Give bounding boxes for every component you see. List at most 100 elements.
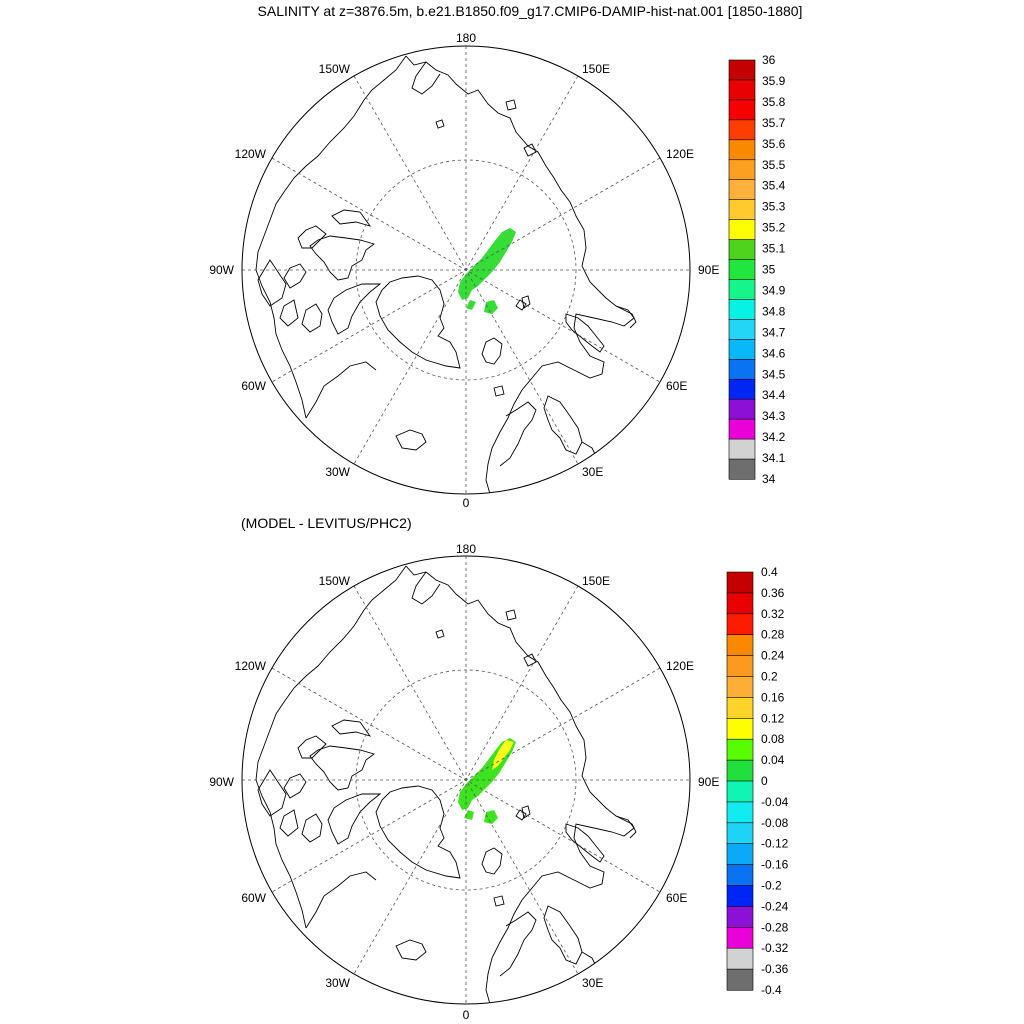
colorbar-label: 0.36 xyxy=(761,586,785,600)
lon-label: 150W xyxy=(319,62,351,76)
colorbar-label: -0.36 xyxy=(761,962,789,976)
colorbar-swatch xyxy=(726,822,754,845)
colorbar-swatch xyxy=(728,159,756,181)
colorbar-label: 34.2 xyxy=(762,430,786,444)
colorbar-label: 0.4 xyxy=(761,565,778,579)
colorbar-swatch xyxy=(728,199,756,221)
lon-label: 60W xyxy=(241,891,266,905)
colorbar-swatch xyxy=(726,885,754,908)
lon-label: 90W xyxy=(209,263,234,277)
colorbar-label: -0.24 xyxy=(761,899,789,913)
colorbar-label: -0.4 xyxy=(761,983,782,997)
lon-label: 0 xyxy=(463,1008,470,1022)
colorbar-label: 0.04 xyxy=(761,753,785,767)
lon-label: 150W xyxy=(319,574,351,588)
colorbar-label: 35.6 xyxy=(762,137,786,151)
colorbar-swatch xyxy=(726,697,754,719)
lon-label: 90E xyxy=(698,263,719,277)
colorbar-label: -0.12 xyxy=(761,837,789,851)
lon-label: 150E xyxy=(582,574,610,588)
colorbar-label: 34.7 xyxy=(762,325,786,339)
colorbar-swatch xyxy=(726,906,754,928)
colorbar-label: 0.12 xyxy=(761,711,785,725)
colorbar-label: 34.6 xyxy=(762,346,786,360)
colorbar-swatch xyxy=(726,968,754,991)
colorbar-label: 34 xyxy=(762,472,776,486)
lon-label: 150E xyxy=(582,62,610,76)
difference-colorbar: 0.4 0.36 0.32 0.28 0.24 0.2 0.16 0.12 0.08 0.04 0 -… xyxy=(726,565,789,997)
lon-label: 30E xyxy=(582,976,603,990)
colorbar-swatch xyxy=(726,634,754,657)
colorbar-label: 0.08 xyxy=(761,732,785,746)
colorbar-swatch xyxy=(728,438,756,460)
lon-label: 60E xyxy=(666,379,687,393)
salinity-polar-map: 180 150E 120E 90E 60E 30E 0 30W 60W 90W … xyxy=(209,31,719,510)
lon-label: 60E xyxy=(666,891,687,905)
colorbar-swatch xyxy=(726,926,754,949)
colorbar-swatch xyxy=(726,592,754,615)
colorbar-swatch xyxy=(728,378,756,400)
colorbar-swatch xyxy=(726,717,754,740)
colorbar-swatch xyxy=(728,219,756,241)
lon-label: 120W xyxy=(235,659,267,673)
colorbar-label: 0.16 xyxy=(761,690,785,704)
salinity-map-title: SALINITY at z=3876.5m, b.e21.B1850.f09_g… xyxy=(257,3,803,19)
colorbar-label: -0.16 xyxy=(761,858,789,872)
colorbar-swatch xyxy=(728,339,756,360)
colorbar-label: 0 xyxy=(761,774,768,788)
colorbar-swatch xyxy=(728,458,756,480)
colorbar-swatch xyxy=(728,279,756,301)
colorbar-swatch xyxy=(728,319,756,340)
colorbar-swatch xyxy=(728,299,756,320)
lon-label: 30W xyxy=(325,465,350,479)
salinity-field xyxy=(458,228,516,314)
colorbar-label: 35 xyxy=(762,263,776,277)
colorbar-swatch xyxy=(728,358,756,380)
colorbar-label: -0.32 xyxy=(761,941,789,955)
colorbar-label: 36 xyxy=(762,53,776,67)
colorbar-swatch xyxy=(726,571,754,594)
colorbar-label: 35.8 xyxy=(762,95,786,109)
colorbar-label: 0.28 xyxy=(761,628,785,642)
colorbar-label: -0.04 xyxy=(761,795,789,809)
anomaly-field xyxy=(458,738,516,824)
colorbar-swatch xyxy=(726,843,754,866)
difference-polar-map: 180 150E 120E 90E 60E 30E 0 30W 60W 90W … xyxy=(209,542,719,1022)
salinity-lon-labels: 180 150E 120E 90E 60E 30E 0 30W 60W 90W … xyxy=(209,31,719,510)
difference-lon-labels: 180 150E 120E 90E 60E 30E 0 30W 60W 90W … xyxy=(209,542,719,1022)
colorbar-label: 35.9 xyxy=(762,74,786,88)
colorbar-label: -0.08 xyxy=(761,816,789,830)
colorbar-swatch xyxy=(728,99,756,121)
colorbar-swatch xyxy=(728,398,756,420)
colorbar-swatch xyxy=(726,676,754,699)
colorbar-label: 35.4 xyxy=(762,179,786,193)
colorbar-label: 35.7 xyxy=(762,116,786,130)
colorbar-label: -0.2 xyxy=(761,879,782,893)
colorbar-label: 34.3 xyxy=(762,409,786,423)
colorbar-swatch xyxy=(728,59,756,81)
lon-label: 180 xyxy=(456,542,476,556)
colorbar-label: 35.2 xyxy=(762,221,786,235)
colorbar-swatch xyxy=(728,418,756,440)
colorbar-swatch xyxy=(726,780,754,803)
colorbar-swatch xyxy=(728,139,756,161)
salinity-colorbar: 36 35.9 35.8 35.7 35.6 35.5 35.4 35.3 35.2 35.1 35… xyxy=(728,53,786,486)
salinity-graticule xyxy=(242,46,690,494)
salinity-map-boundary xyxy=(241,45,691,495)
colorbar-swatch xyxy=(726,613,754,636)
difference-graticule xyxy=(242,556,690,1004)
colorbar-swatch xyxy=(728,259,756,281)
colorbar-label: 34.4 xyxy=(762,388,786,402)
colorbar-swatch xyxy=(726,947,754,970)
colorbar-label: 35.3 xyxy=(762,200,786,214)
colorbar-swatch xyxy=(728,179,756,201)
colorbar-swatch xyxy=(726,801,754,824)
colorbar-swatch xyxy=(726,738,754,761)
lon-label: 60W xyxy=(241,379,266,393)
lon-label: 0 xyxy=(463,496,470,510)
colorbar-label: 34.1 xyxy=(762,451,786,465)
lon-label: 90W xyxy=(209,775,234,789)
colorbar-swatch xyxy=(728,79,756,101)
colorbar-swatch xyxy=(726,759,754,782)
